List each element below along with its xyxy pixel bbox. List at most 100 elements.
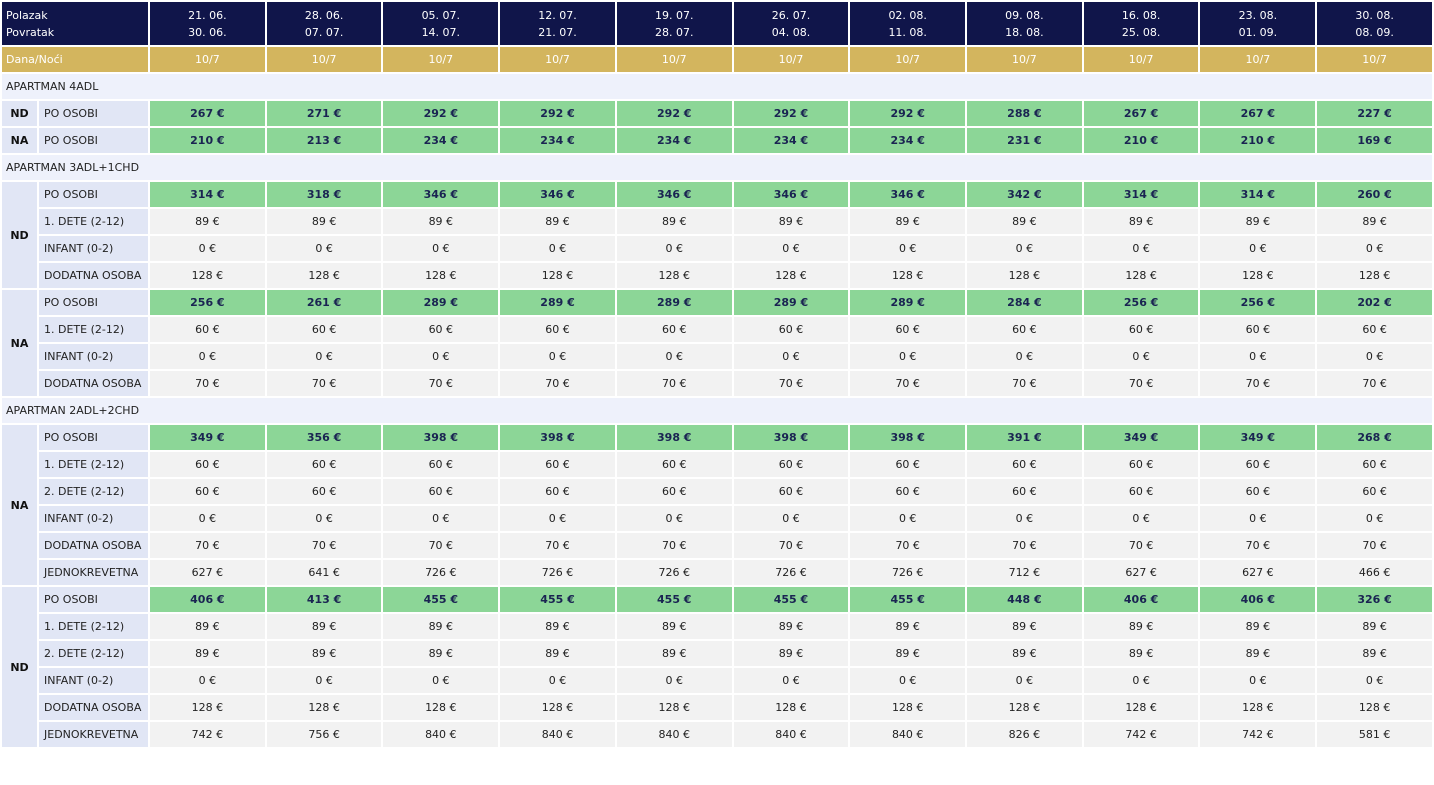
- price-cell: 128 €: [1315, 693, 1434, 722]
- period-departure-date: 30. 08.: [1355, 8, 1394, 22]
- price-cell: 0 €: [614, 234, 734, 263]
- price-cell: 0 €: [614, 666, 734, 695]
- price-cell: 840 €: [848, 720, 968, 749]
- period-departure-date: 02. 08.: [888, 8, 927, 22]
- price-cell: 726 €: [498, 558, 617, 587]
- period-departure-date: 23. 08.: [1238, 8, 1278, 22]
- price-cell: 89 €: [148, 639, 267, 668]
- price-cell: 169 €: [1315, 126, 1434, 155]
- return-label: Povratak: [6, 25, 55, 39]
- price-cell: 128 €: [1081, 261, 1201, 290]
- price-row: DODATNA OSOBA 70 €70 €70 €70 €70 €70 €70 …: [1, 531, 1434, 560]
- price-row: 1. DETE (2-12) 60 €60 €60 €60 €60 €60 €60…: [1, 315, 1434, 344]
- price-row: INFANT (0-2) 0 €0 €0 €0 €0 €0 €0 €0 €0 €0…: [1, 504, 1434, 533]
- period-nights: 10/7: [1198, 45, 1318, 74]
- period-header: 12. 07. 21. 07.: [498, 0, 617, 47]
- price-cell: 726 €: [848, 558, 968, 587]
- price-cell: 128 €: [381, 261, 501, 290]
- price-cell: 398 €: [498, 423, 617, 452]
- price-cell: 0 €: [148, 666, 267, 695]
- price-cell: 314 €: [148, 180, 267, 209]
- price-cell: 60 €: [731, 450, 851, 479]
- price-cell: 0 €: [148, 342, 267, 371]
- price-cell: 0 €: [1315, 504, 1434, 533]
- price-cell: 0 €: [848, 504, 968, 533]
- price-cell: 0 €: [148, 234, 267, 263]
- price-cell: 726 €: [614, 558, 734, 587]
- period-nights: 10/7: [148, 45, 267, 74]
- price-cell: 267 €: [1198, 99, 1318, 128]
- price-cell: 60 €: [1081, 477, 1201, 506]
- price-cell: 349 €: [148, 423, 267, 452]
- price-cell: 0 €: [498, 666, 617, 695]
- price-cell: 289 €: [498, 288, 617, 317]
- period-nights: 10/7: [848, 45, 968, 74]
- price-cell: 60 €: [148, 315, 267, 344]
- price-cell: 70 €: [848, 369, 968, 398]
- period-header: 02. 08. 11. 08.: [848, 0, 968, 47]
- price-cell: 234 €: [381, 126, 501, 155]
- price-cell: 89 €: [731, 639, 851, 668]
- row-label: INFANT (0-2): [36, 342, 151, 371]
- price-cell: 70 €: [965, 531, 1084, 560]
- price-cell: 89 €: [1315, 207, 1434, 236]
- period-header: 28. 06. 07. 07.: [264, 0, 384, 47]
- row-label: PO OSOBI: [36, 423, 151, 452]
- price-row: ND PO OSOBI 314 €318 €346 €346 €346 €346 €…: [0, 180, 1434, 290]
- period-departure-date: 16. 08.: [1121, 8, 1161, 22]
- price-cell: 346 €: [498, 180, 617, 209]
- board-type-label: NA: [0, 423, 39, 587]
- price-cell: 455 €: [614, 585, 734, 614]
- price-cell: 128 €: [264, 693, 384, 722]
- price-cell: 0 €: [614, 504, 734, 533]
- price-cell: 128 €: [731, 261, 851, 290]
- price-cell: 0 €: [965, 342, 1084, 371]
- price-cell: 60 €: [731, 315, 851, 344]
- price-cell: 0 €: [1198, 666, 1318, 695]
- price-cell: 627 €: [148, 558, 267, 587]
- price-cell: 0 €: [731, 504, 851, 533]
- period-return-date: 21. 07.: [538, 25, 577, 39]
- price-cell: 0 €: [1315, 666, 1434, 695]
- row-label: INFANT (0-2): [36, 666, 151, 695]
- row-label: JEDNOKREVETNA: [36, 558, 151, 587]
- price-cell: 260 €: [1315, 180, 1434, 209]
- price-cell: 89 €: [264, 639, 384, 668]
- price-cell: 349 €: [1198, 423, 1318, 452]
- price-cell: 406 €: [1198, 585, 1318, 614]
- period-departure-date: 12. 07.: [538, 8, 577, 22]
- price-cell: 406 €: [1081, 585, 1201, 614]
- price-cell: 89 €: [965, 612, 1084, 641]
- price-cell: 70 €: [731, 531, 851, 560]
- price-cell: 60 €: [264, 477, 384, 506]
- price-cell: 60 €: [614, 477, 734, 506]
- price-cell: 60 €: [148, 477, 267, 506]
- period-nights: 10/7: [965, 45, 1084, 74]
- price-cell: 60 €: [148, 450, 267, 479]
- price-cell: 742 €: [1198, 720, 1318, 749]
- price-cell: 0 €: [381, 666, 501, 695]
- price-cell: 60 €: [381, 315, 501, 344]
- price-cell: 271 €: [264, 99, 384, 128]
- price-cell: 712 €: [965, 558, 1084, 587]
- section-title: APARTMAN 2ADL+2CHD: [0, 396, 1434, 425]
- price-cell: 0 €: [264, 234, 384, 263]
- section-row: APARTMAN 4ADL: [0, 72, 1434, 101]
- price-cell: 346 €: [614, 180, 734, 209]
- price-cell: 0 €: [848, 342, 968, 371]
- price-cell: 128 €: [264, 261, 384, 290]
- price-cell: 726 €: [381, 558, 501, 587]
- price-cell: 70 €: [1081, 531, 1201, 560]
- price-cell: 289 €: [848, 288, 968, 317]
- price-cell: 128 €: [148, 261, 267, 290]
- price-cell: 89 €: [381, 612, 501, 641]
- period-departure-date: 26. 07.: [771, 8, 811, 22]
- price-cell: 256 €: [148, 288, 267, 317]
- price-cell: 292 €: [848, 99, 968, 128]
- price-cell: 0 €: [264, 342, 384, 371]
- price-cell: 0 €: [1081, 342, 1201, 371]
- price-cell: 0 €: [498, 342, 617, 371]
- price-cell: 349 €: [1081, 423, 1201, 452]
- price-cell: 128 €: [1315, 261, 1434, 290]
- price-cell: 466 €: [1315, 558, 1434, 587]
